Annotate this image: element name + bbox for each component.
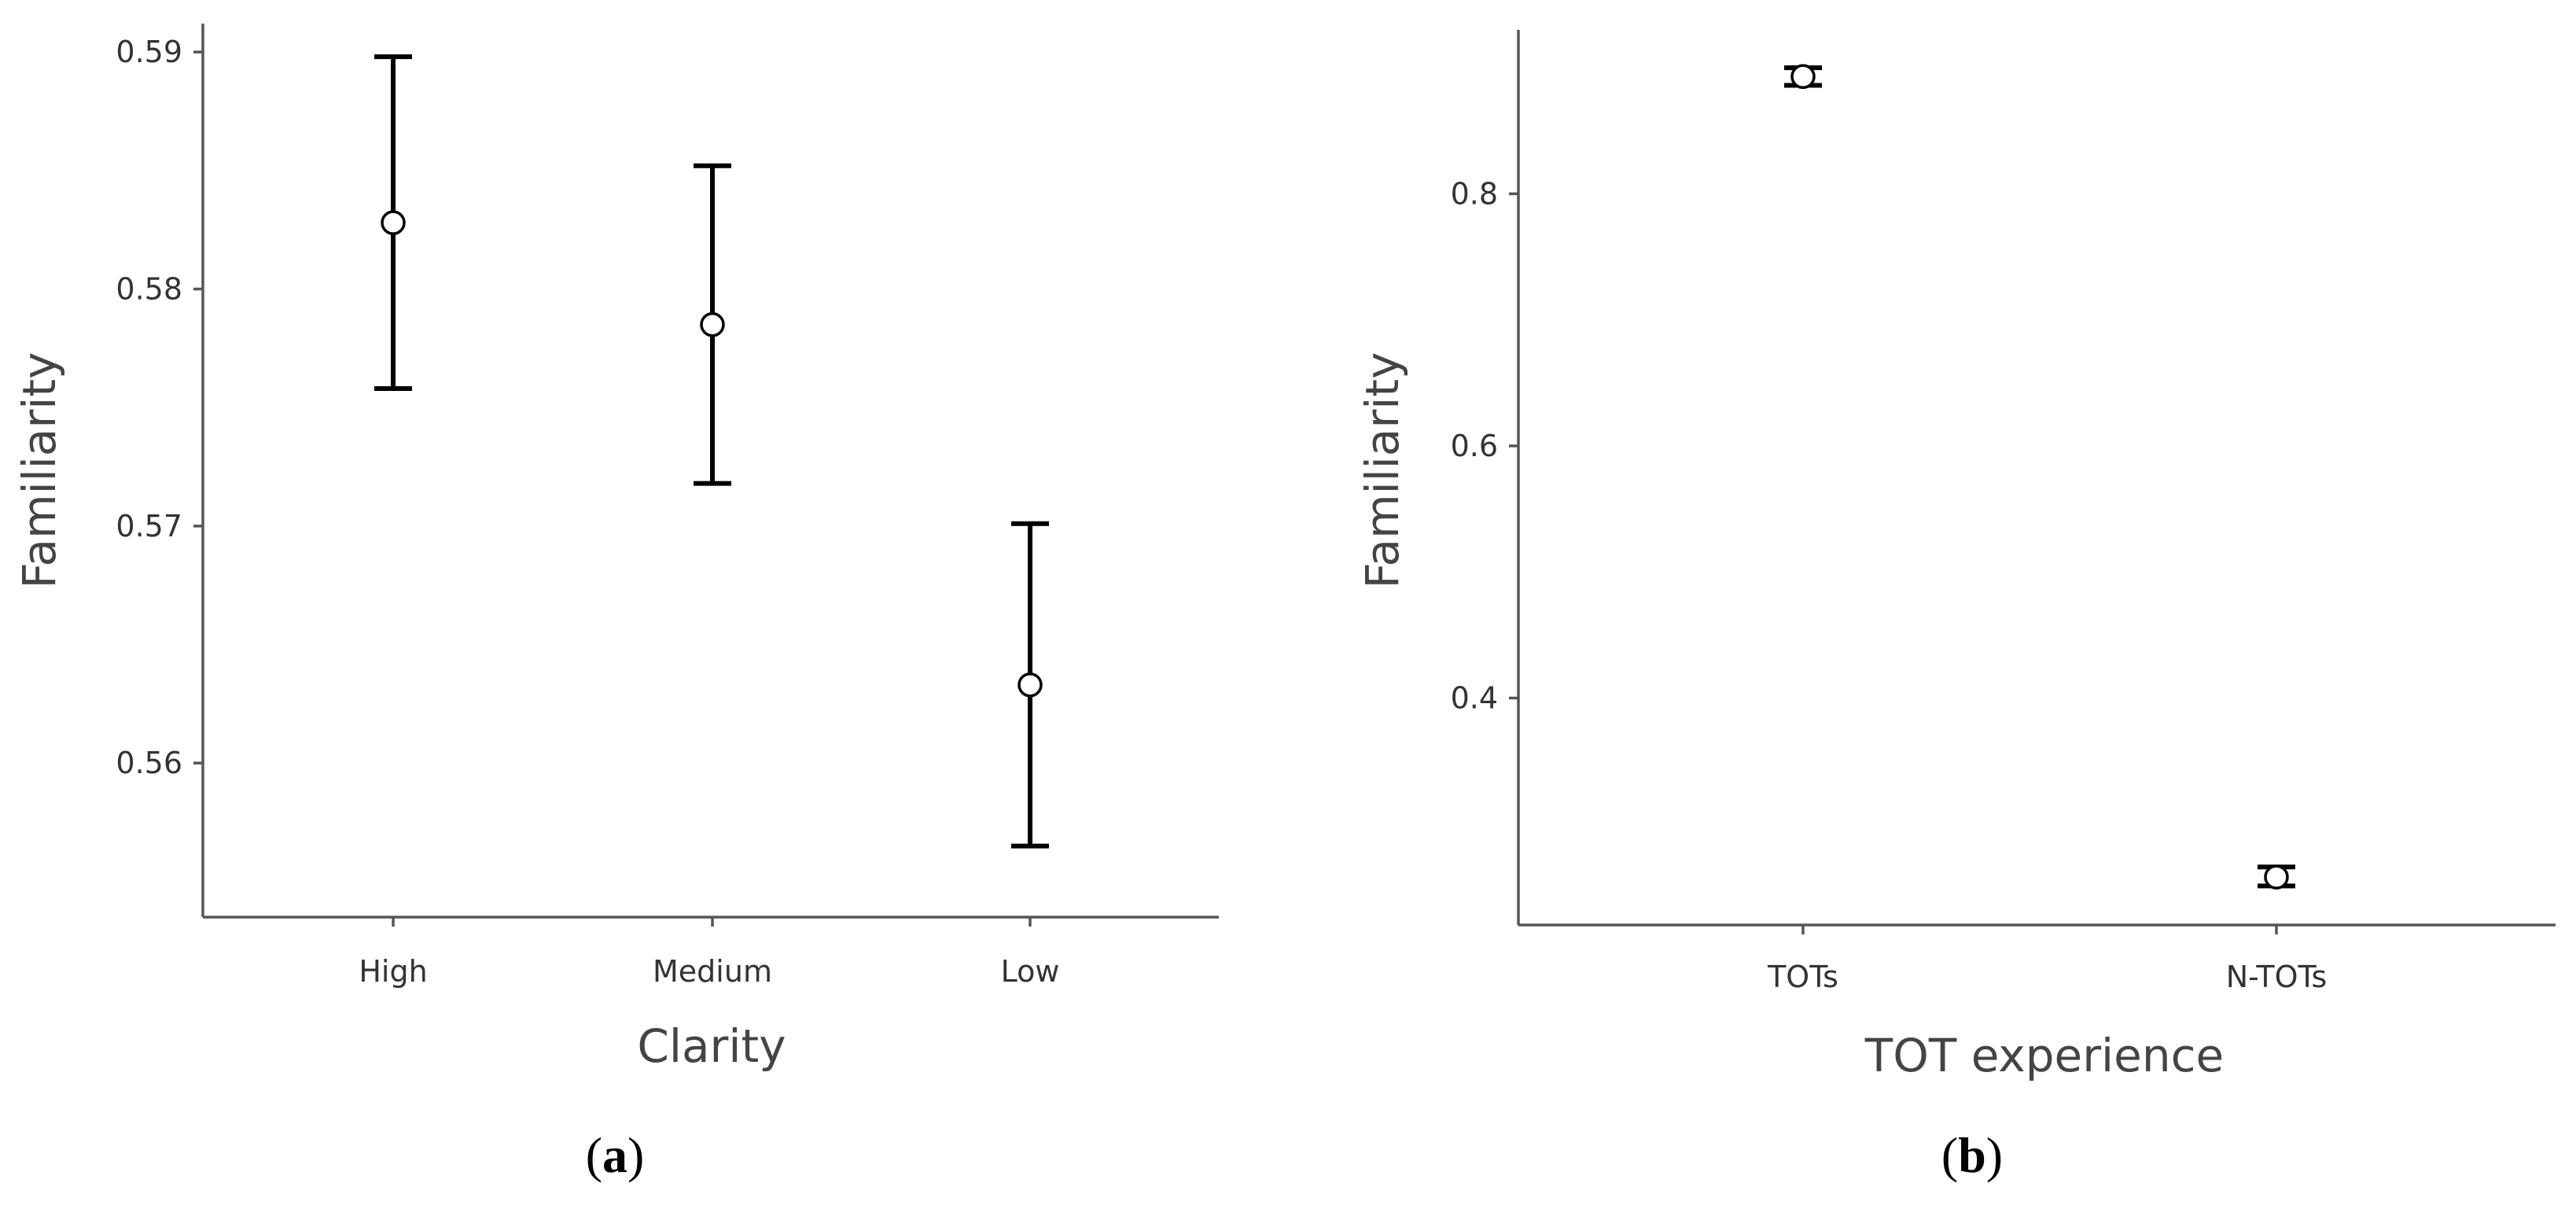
panel-b-marks [1784,64,2295,890]
panel-b-y-tick-label: 0.4 [1451,680,1498,715]
panel-b-y-ticks: 0.4 0.6 0.8 [1451,176,1518,715]
panel-b-label: (b) [1941,1127,2003,1183]
panel-a-y-axis-title: Familiarity [13,352,66,589]
panel-a-x-tick-label: Low [1001,954,1060,989]
panel-a-label-letter: a [602,1127,627,1183]
panel-a-marks [374,54,1049,849]
panel-a-data-point [1018,672,1043,698]
panel-b: 0.4 0.6 0.8 TOTs N-TOTs TOT experience Fami… [1356,30,2556,1183]
panel-a-x-tick-label: High [359,954,427,989]
panel-b-data-point [2264,864,2289,890]
panel-a-y-tick-label: 0.59 [116,35,182,69]
panel-b-x-axis-title: TOT experience [1864,1029,2224,1082]
panel-a-y-tick-label: 0.57 [116,509,182,544]
panel-a-data-point [700,311,725,337]
panel-b-y-tick-label: 0.8 [1451,176,1498,211]
panel-a-label: (a) [586,1127,645,1183]
panel-b-x-tick-label: N-TOTs [2226,960,2328,994]
panel-a-data-point [381,210,406,235]
panel-b-x-ticks: TOTs N-TOTs [1767,925,2327,994]
panel-b-label-letter: b [1958,1127,1986,1183]
panel-a: 0.56 0.57 0.58 0.59 High Medium Low Clarity F… [13,24,1219,1183]
panel-b-data-point [1790,64,1816,90]
panel-b-y-tick-label: 0.6 [1451,429,1498,463]
panel-a-y-tick-label: 0.58 [116,271,182,306]
panel-b-y-axis-title: Familiarity [1356,352,1409,589]
panel-a-y-ticks: 0.56 0.57 0.58 0.59 [116,35,203,780]
panel-a-x-tick-label: Medium [653,954,772,989]
panel-b-x-tick-label: TOTs [1767,960,1838,994]
panel-a-x-ticks: High Medium Low [359,917,1059,989]
panel-a-y-tick-label: 0.56 [116,746,182,780]
panel-a-x-axis-title: Clarity [637,1019,786,1073]
